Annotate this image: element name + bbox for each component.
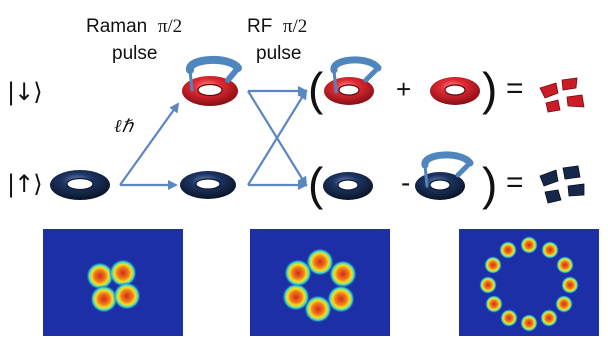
raman-stage-name: Raman (86, 16, 148, 37)
ket-spin-up: |↑⟩ (7, 170, 43, 198)
rf-pulse-word: pulse (256, 43, 302, 64)
ket-spin-down: |↓⟩ (7, 78, 43, 106)
plus-operator: + (396, 74, 412, 104)
torus-down-after-raman (182, 76, 238, 106)
transition-arrows (119, 86, 308, 190)
density-lobe (327, 285, 355, 313)
density-lobe (109, 259, 137, 287)
arrow-up-to-down (247, 89, 308, 186)
density-lobe (479, 276, 497, 294)
density-lobe (113, 282, 141, 310)
raman-pulse-word: pulse (112, 43, 158, 64)
vortex-ribbon-up-superposition (421, 151, 474, 188)
result-red-segments (539, 77, 585, 113)
density-panel-1 (43, 229, 183, 336)
density-lobe (329, 260, 357, 288)
density-lobe (282, 283, 310, 311)
result-navy-segments (539, 165, 585, 204)
raman-pulse-fraction: π/2 (157, 16, 183, 37)
torus-down-superposition-right (430, 77, 480, 105)
density-lobe (520, 314, 538, 332)
arrow-initial-to-down (119, 102, 180, 186)
rf-pulse-fraction: π/2 (282, 16, 308, 37)
rf-stage-name: RF (247, 16, 273, 37)
density-lobe (306, 248, 334, 276)
density-lobe (561, 276, 579, 294)
density-lobe (541, 241, 559, 259)
torus-up-after-raman (180, 171, 236, 199)
density-4-lobes (86, 259, 141, 313)
rf-pulse-label: RF π/2 (247, 16, 307, 38)
paren-close-bottom: ) (482, 158, 498, 210)
vortex-ribbon-raman (186, 55, 242, 92)
density-lobe (86, 262, 114, 290)
density-6-lobes (282, 248, 357, 323)
density-panel-3 (459, 229, 599, 336)
paren-close-top: ) (482, 63, 498, 115)
paren-open-top: ( (308, 63, 324, 115)
density-lobe (500, 309, 518, 327)
torus-initial-up (50, 170, 110, 200)
density-lobe (485, 295, 503, 313)
density-lobe (284, 259, 312, 287)
density-lobe (90, 285, 118, 313)
density-lobe (555, 295, 573, 313)
density-lobe (304, 295, 332, 323)
equals-top: = (506, 72, 524, 105)
density-lobe (540, 309, 558, 327)
momentum-transfer-label: ℓℏ (114, 116, 133, 136)
torus-up-superposition-left (323, 172, 373, 200)
density-lobe (556, 256, 574, 274)
density-lobe (484, 256, 502, 274)
raman-pulse-label: Raman π/2 (86, 16, 182, 38)
paren-open-bottom: ( (308, 158, 324, 210)
density-lobe (499, 241, 517, 259)
vortex-ribbon-down-superposition (330, 56, 382, 94)
density-lobe (520, 236, 538, 254)
minus-operator: - (401, 167, 411, 198)
density-panel-2 (250, 229, 390, 336)
density-12-lobes (479, 236, 579, 332)
equals-bottom: = (506, 166, 524, 199)
